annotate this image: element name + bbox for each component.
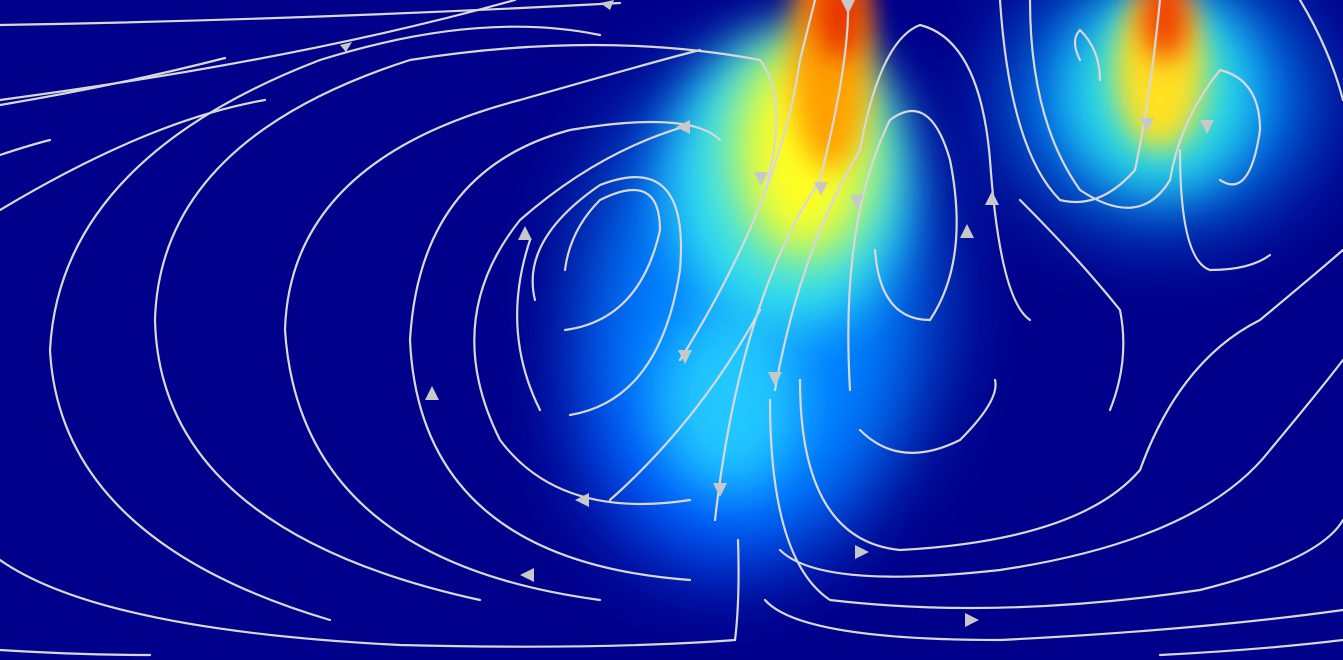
streamline [48, 25, 602, 622]
streamline [0, 98, 267, 212]
arrow [841, 0, 855, 14]
heat-blob [660, 310, 800, 490]
streamline [763, 598, 1343, 642]
streamline [768, 398, 1343, 610]
arrows [340, 0, 1214, 627]
streamline [0, 1, 622, 27]
arrow [600, 0, 614, 10]
streamline [1018, 198, 1125, 412]
arrow [678, 350, 692, 364]
heat-map [590, 0, 1310, 570]
arrow [1140, 118, 1154, 132]
streamline [1158, 638, 1343, 657]
streamline [678, 0, 817, 362]
streamline [283, 48, 702, 602]
arrow [1200, 120, 1214, 134]
arrow [965, 613, 979, 627]
streamline [473, 123, 692, 506]
arrow [425, 386, 439, 400]
streamline [713, 0, 850, 522]
streamline [0, 56, 227, 107]
streamline [1298, 0, 1343, 102]
streamline [858, 378, 997, 454]
streamline [608, 308, 762, 502]
arrow [960, 224, 974, 238]
streamline [0, 138, 52, 157]
arrow [985, 191, 999, 205]
streamline [847, 109, 958, 392]
streamline [0, 538, 740, 648]
arrow [575, 493, 589, 507]
arrow [814, 182, 828, 196]
streamline [531, 176, 683, 417]
streamline [1178, 148, 1272, 272]
streamline [798, 248, 1343, 552]
streamline [1073, 28, 1102, 82]
streamline [563, 188, 662, 332]
streamline [778, 358, 1343, 578]
arrow [768, 372, 782, 386]
arrow [754, 172, 768, 186]
arrow [340, 42, 352, 52]
streamline [773, 23, 1032, 392]
arrow [850, 195, 864, 209]
arrow [520, 568, 534, 582]
arrow [855, 545, 869, 559]
streamline [153, 43, 778, 602]
heat-blob [815, 0, 865, 60]
streamline [1028, 0, 1262, 209]
arrow [518, 226, 532, 240]
streamline [408, 120, 722, 582]
streamline [516, 238, 542, 412]
streamline [0, 648, 152, 657]
arrow [713, 483, 727, 497]
streamline [0, 0, 517, 102]
arrow [676, 120, 690, 134]
heat-blob [1140, 0, 1190, 60]
